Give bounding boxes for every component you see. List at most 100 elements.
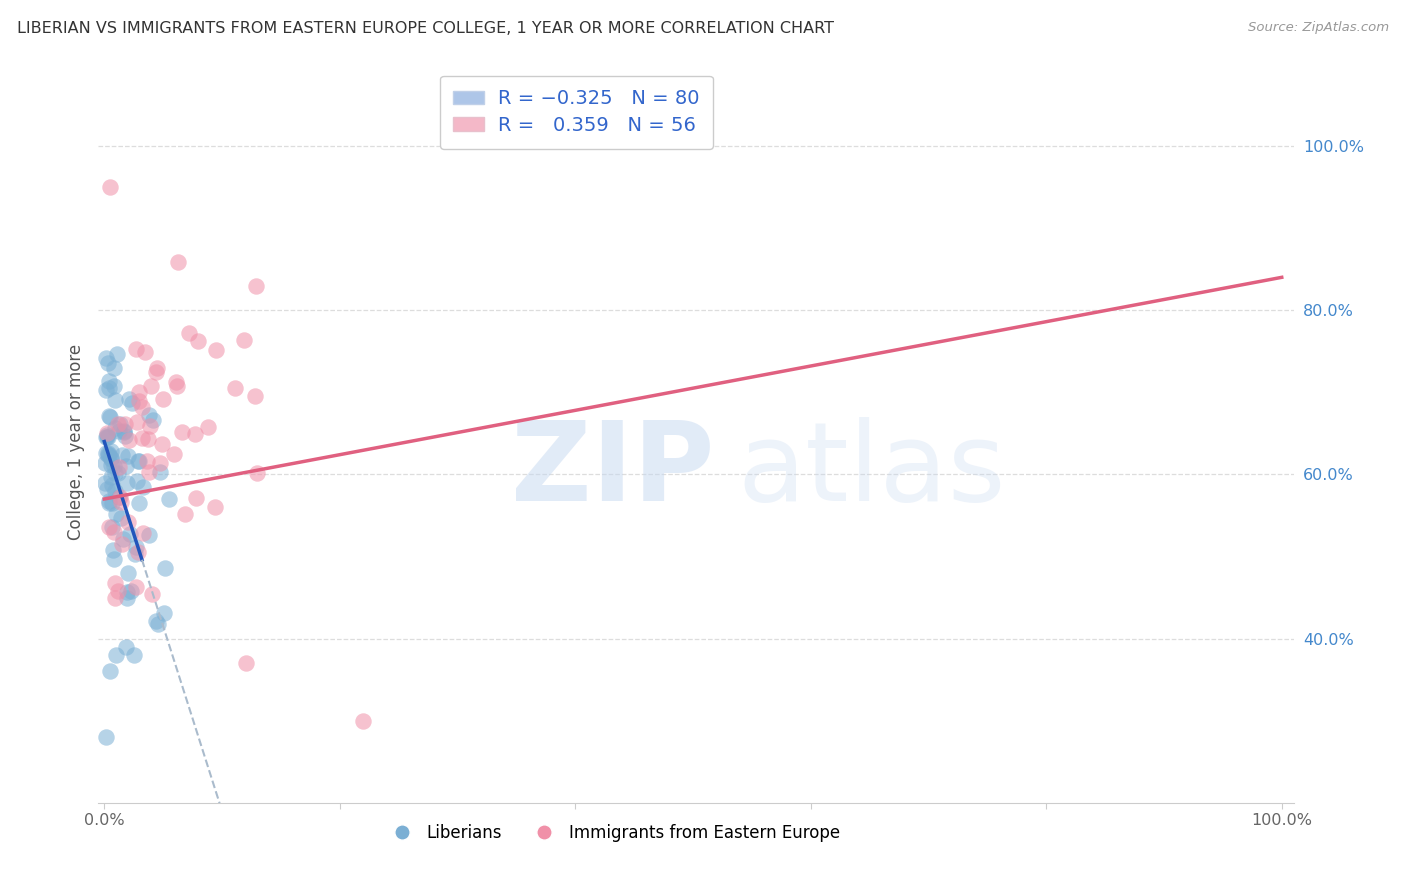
Point — [98, 665, 121, 679]
Point — [117, 566, 139, 580]
Point — [187, 334, 209, 348]
Point — [94, 457, 117, 471]
Point — [105, 347, 128, 361]
Point — [96, 426, 118, 441]
Point — [128, 496, 150, 510]
Point — [114, 640, 136, 654]
Point — [110, 490, 132, 504]
Point — [165, 375, 187, 389]
Point — [98, 520, 121, 534]
Point — [197, 419, 219, 434]
Point — [97, 356, 120, 370]
Point — [127, 454, 149, 468]
Point — [97, 430, 120, 444]
Point — [245, 389, 267, 403]
Point — [101, 496, 124, 510]
Point — [115, 591, 138, 606]
Point — [125, 415, 148, 429]
Point — [110, 510, 132, 524]
Point — [128, 394, 150, 409]
Point — [96, 446, 118, 460]
Point — [107, 466, 129, 480]
Point — [117, 449, 139, 463]
Point — [107, 584, 129, 599]
Point — [112, 425, 135, 440]
Point — [183, 426, 205, 441]
Point — [120, 583, 142, 598]
Point — [166, 254, 188, 268]
Text: ZIP: ZIP — [510, 417, 714, 524]
Point — [352, 714, 374, 728]
Point — [97, 493, 120, 508]
Point — [152, 392, 174, 407]
Point — [104, 392, 127, 407]
Point — [118, 433, 141, 447]
Point — [246, 467, 269, 481]
Point — [112, 424, 135, 438]
Point — [163, 447, 186, 461]
Point — [122, 648, 145, 662]
Point — [184, 491, 207, 505]
Point — [104, 576, 127, 591]
Point — [153, 561, 176, 575]
Point — [100, 451, 122, 466]
Point — [117, 475, 139, 490]
Point — [104, 484, 127, 499]
Text: Source: ZipAtlas.com: Source: ZipAtlas.com — [1249, 21, 1389, 35]
Point — [128, 384, 150, 399]
Point — [170, 425, 193, 439]
Point — [141, 379, 163, 393]
Point — [138, 465, 160, 479]
Point — [118, 392, 141, 406]
Point — [125, 540, 148, 554]
Point — [103, 360, 125, 375]
Point — [131, 432, 153, 446]
Point — [98, 374, 121, 388]
Point — [124, 547, 146, 561]
Point — [107, 490, 129, 504]
Point — [141, 587, 163, 601]
Point — [94, 475, 117, 490]
Point — [103, 524, 125, 539]
Point — [179, 326, 201, 340]
Point — [97, 446, 120, 460]
Point — [96, 430, 118, 444]
Point — [138, 528, 160, 542]
Point — [104, 591, 127, 606]
Point — [235, 657, 257, 671]
Point — [132, 526, 155, 541]
Point — [124, 342, 146, 356]
Point — [103, 552, 125, 566]
Legend: Liberians, Immigrants from Eastern Europe: Liberians, Immigrants from Eastern Europ… — [378, 817, 846, 848]
Point — [107, 417, 129, 432]
Point — [114, 429, 136, 443]
Point — [97, 381, 120, 395]
Point — [127, 474, 149, 488]
Point — [101, 478, 124, 492]
Point — [148, 617, 170, 632]
Point — [111, 537, 134, 551]
Point — [104, 508, 127, 522]
Point — [100, 458, 122, 473]
Point — [128, 454, 150, 468]
Point — [100, 470, 122, 484]
Point — [108, 425, 131, 439]
Point — [115, 584, 138, 599]
Point — [103, 543, 125, 558]
Point — [146, 360, 169, 375]
Point — [148, 456, 170, 470]
Point — [115, 459, 138, 474]
Point — [98, 180, 121, 194]
Point — [149, 465, 172, 479]
Point — [127, 545, 149, 559]
Point — [98, 409, 121, 424]
Point — [108, 460, 131, 475]
Point — [118, 527, 141, 541]
Point — [97, 496, 120, 510]
Point — [131, 400, 153, 414]
Point — [139, 419, 162, 434]
Point — [136, 454, 159, 468]
Point — [103, 379, 125, 393]
Point — [245, 278, 267, 293]
Point — [224, 381, 246, 395]
